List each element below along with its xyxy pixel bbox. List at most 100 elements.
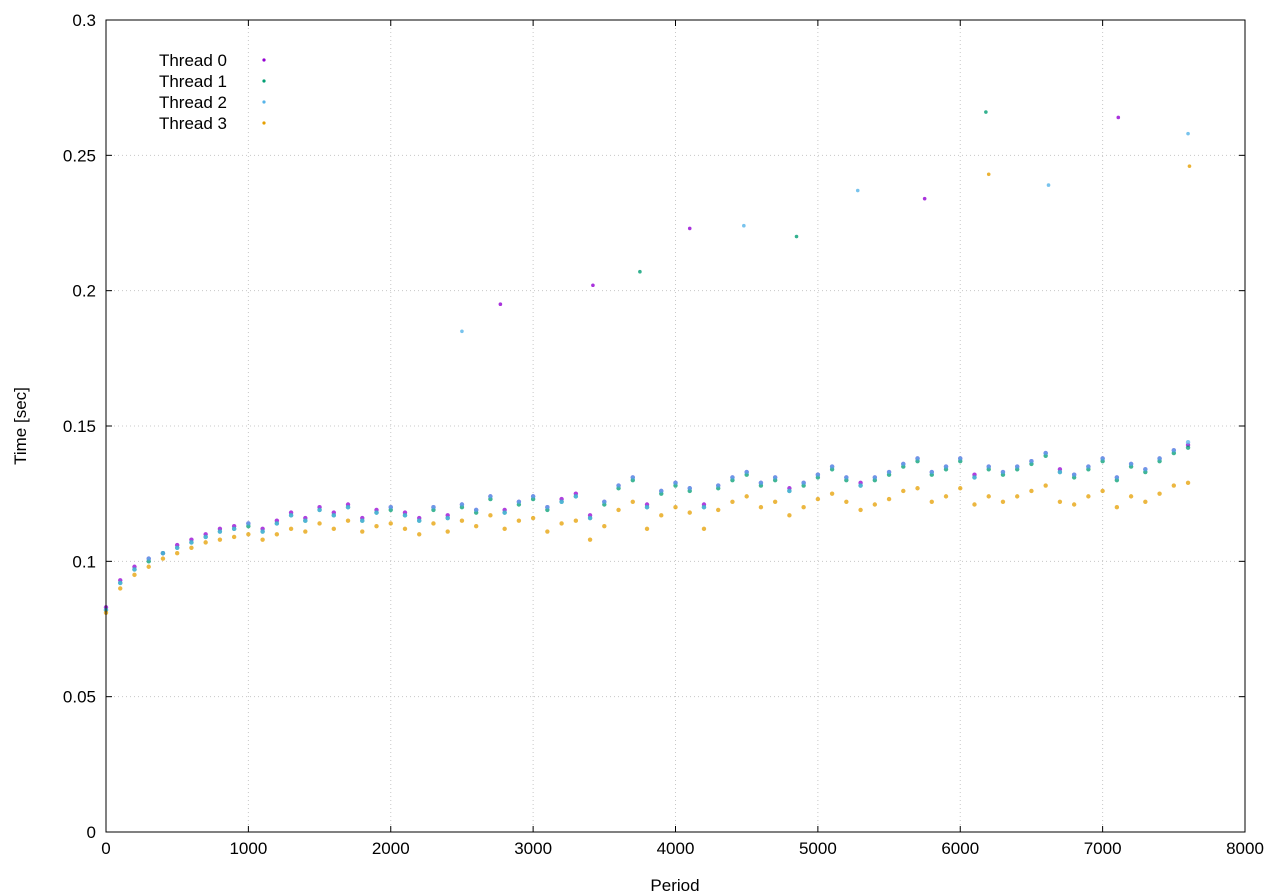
y-axis-label: Time [sec] [11,387,30,465]
data-point [602,499,607,504]
data-point [943,494,949,499]
data-point [829,491,835,496]
data-point [246,521,251,526]
outlier-point [742,223,746,228]
data-point [644,526,650,532]
data-point [473,523,479,529]
series-0 [103,442,1191,610]
data-point [132,572,137,578]
data-point [943,464,949,469]
data-point [730,499,735,504]
data-point [1114,475,1120,480]
data-point [189,540,194,545]
data-point [459,518,465,523]
x-tick-label: 4000 [657,839,695,858]
data-point [716,507,721,513]
outlier-point [794,234,799,239]
data-point [203,534,208,540]
data-point [915,486,920,491]
data-point [872,475,878,480]
data-point [673,480,678,486]
data-point [417,518,422,523]
outlier-point [591,283,595,288]
data-point [1015,494,1020,499]
data-point [530,494,536,499]
data-point [616,507,621,513]
data-point [1057,499,1063,504]
data-point [929,499,934,504]
data-point [402,513,408,518]
data-point [118,586,123,591]
legend-label: Thread 0 [159,51,227,70]
data-point [274,532,280,537]
data-point [1043,483,1048,488]
data-point [459,502,465,507]
data-point [345,518,351,523]
y-axis-ticks: 0 0.05 0.1 0.15 0.2 0.25 0.3 [63,11,1245,842]
legend: Thread 0 Thread 1 Thread 2 Thread 3 [159,51,266,133]
legend-label: Thread 3 [159,114,227,133]
data-point [644,505,650,510]
data-point [345,505,351,510]
data-point [303,529,308,534]
data-point [701,505,707,510]
data-point [360,529,365,534]
data-point [146,556,151,561]
data-point [787,488,792,494]
data-point [317,507,322,513]
data-point [858,483,863,488]
data-point [473,507,479,513]
data-point [573,494,579,499]
data-point [872,502,878,507]
data-point [246,532,251,537]
data-point [331,513,336,518]
legend-marker [262,58,266,62]
data-point [901,488,906,494]
data-point [502,510,507,515]
data-point [1157,491,1162,496]
data-point [1128,494,1134,499]
grid-layer [106,20,1245,832]
legend-marker [262,79,266,83]
data-point [545,505,550,510]
data-point [901,461,906,467]
data-point [388,505,393,510]
data-point [1086,464,1091,469]
data-point [1071,502,1077,507]
data-point [260,529,265,534]
data-point [1114,505,1120,510]
outlier-point [638,269,642,274]
y-tick-label: 0 [87,823,96,842]
data-point [758,505,764,510]
data-point [288,513,294,518]
data-point [417,532,422,537]
data-point [1171,448,1177,453]
series-3 [103,480,1191,615]
data-point [744,469,749,475]
data-point [502,526,507,532]
legend-label: Thread 2 [159,93,227,112]
y-tick-label: 0.3 [72,11,96,30]
data-point [445,529,450,534]
x-axis-label: Period [650,876,699,895]
data-point [1000,469,1006,475]
x-tick-label: 0 [101,839,110,858]
data-point [815,496,821,502]
outlier-point [986,172,991,177]
outlier-point [687,226,692,231]
data-point [1100,456,1105,461]
data-point [701,526,707,532]
data-point [288,526,294,532]
data-point [659,488,664,494]
outlier-point [498,302,503,307]
outlier-points [460,110,1192,334]
data-point [431,505,436,510]
data-point [687,510,692,515]
data-point [915,456,920,461]
data-point [1029,458,1034,464]
data-point [360,518,365,523]
data-point [1185,440,1191,445]
data-point [402,526,408,532]
x-tick-label: 1000 [229,839,267,858]
